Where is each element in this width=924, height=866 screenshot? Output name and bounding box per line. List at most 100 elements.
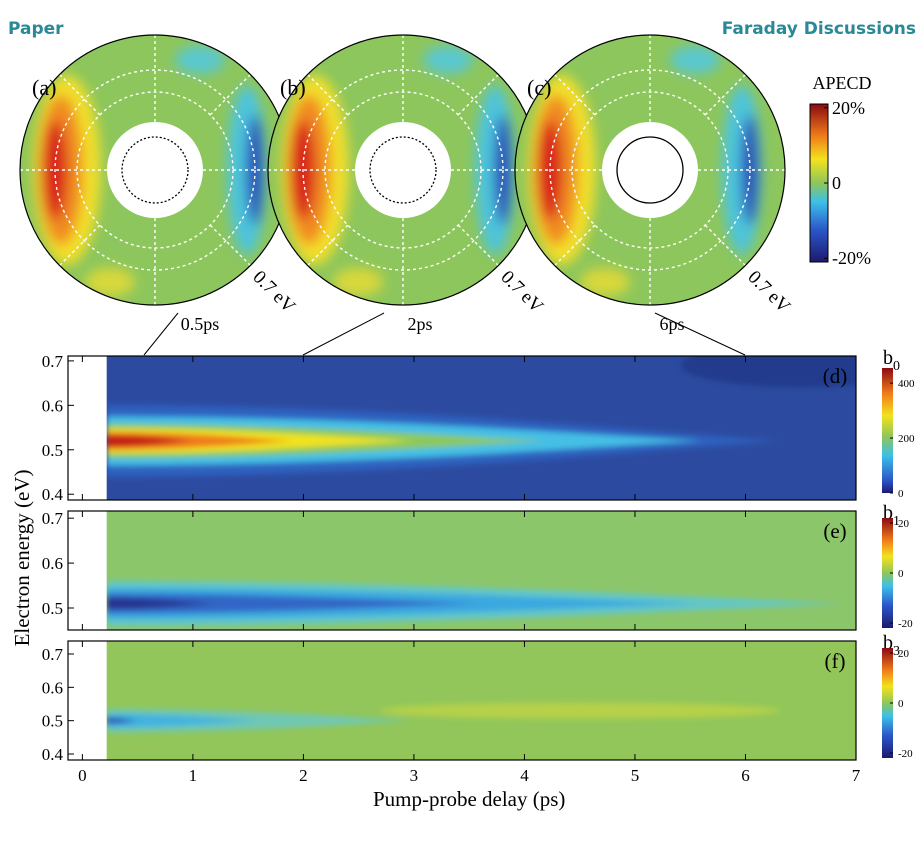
map-features xyxy=(106,702,780,733)
map-band xyxy=(106,432,293,450)
y-tick-label: 0.4 xyxy=(42,485,64,504)
map-band xyxy=(106,598,215,609)
map-features xyxy=(106,581,845,626)
map-features xyxy=(106,356,856,477)
map-frame xyxy=(67,510,857,631)
map-band xyxy=(106,709,414,733)
energy-label: 0.7 eV xyxy=(248,267,299,318)
colorbar-tick-label: 0 xyxy=(832,173,841,193)
x-tick-label: 3 xyxy=(410,766,419,785)
map-image xyxy=(68,641,856,760)
colorbar-title: APECD xyxy=(812,73,871,93)
no-data-region xyxy=(68,511,107,630)
apecd-weak xyxy=(580,268,630,296)
map-region xyxy=(680,356,856,388)
panel-label: (f) xyxy=(825,649,846,673)
polar-features xyxy=(528,46,762,296)
map-image xyxy=(68,511,856,630)
colorbar-tick-label: 0 xyxy=(898,568,904,580)
colorbar-tick-label: 20 xyxy=(898,518,910,530)
subscript: 1 xyxy=(893,514,900,529)
x-tick-label: 1 xyxy=(189,766,198,785)
colorbar-tick-label: -20 xyxy=(898,618,913,630)
apecd-weak xyxy=(175,46,225,74)
colorbar xyxy=(882,518,893,628)
subscript: 0 xyxy=(893,359,900,374)
polar-image xyxy=(515,35,785,305)
energy-label: 0.7 eV xyxy=(743,267,794,318)
map-band xyxy=(106,435,193,447)
apecd-weak xyxy=(333,268,383,296)
apecd-weak xyxy=(85,268,135,296)
polar-image xyxy=(20,35,290,305)
header-right: Faraday Discussions xyxy=(722,19,916,39)
header-left: Paper xyxy=(8,19,64,39)
panel-label: (a) xyxy=(32,75,56,100)
polar-hole xyxy=(355,122,451,218)
map-band xyxy=(106,714,260,728)
polar-features xyxy=(281,46,515,296)
polar-grid-circle xyxy=(54,69,256,271)
y-tick-label: 0.7 xyxy=(42,645,64,664)
x-tick-label: 5 xyxy=(631,766,640,785)
quantity: b xyxy=(883,347,893,369)
colorbar xyxy=(882,648,893,758)
x-axis-label: Pump-probe delay (ps) xyxy=(373,787,565,811)
x-tick-label: 4 xyxy=(520,766,529,785)
colorbar-tick-label: 20 xyxy=(898,648,910,660)
quantity: b xyxy=(883,632,893,654)
polar-plot: (b) 0.7 eV xyxy=(267,34,547,318)
colorbar-title: b3 xyxy=(883,632,900,659)
connector xyxy=(654,312,746,356)
polar-hole xyxy=(107,122,203,218)
map-background xyxy=(68,641,856,760)
polar-grid-circle xyxy=(302,69,504,271)
polar-reference-circle xyxy=(369,136,437,204)
colorbar-title: b0 xyxy=(883,347,900,374)
map-panel: 0.5 0.6 0.7 (e) b1 -20 0 20 xyxy=(42,502,913,631)
y-tick-label: 0.6 xyxy=(42,678,63,697)
colorbar-tick-label: 200 xyxy=(898,433,915,445)
no-data-region xyxy=(68,641,107,760)
colorbar-title: b1 xyxy=(883,502,900,529)
y-tick-label: 0.6 xyxy=(42,396,63,415)
connector xyxy=(302,312,385,356)
polar-image xyxy=(268,35,538,305)
map-region xyxy=(379,702,780,719)
connector xyxy=(143,312,179,356)
polar-hole xyxy=(602,122,698,218)
apecd-weak xyxy=(423,46,473,74)
polar-plot: (c) 0.7 eV xyxy=(514,34,794,318)
x-tick-label: 0 xyxy=(78,766,87,785)
subscript: 3 xyxy=(893,644,900,659)
delay-label: 2ps xyxy=(407,314,432,334)
polar-reference-circle xyxy=(121,136,189,204)
energy-label: 0.7 eV xyxy=(496,267,547,318)
panel-label: (c) xyxy=(527,75,551,100)
y-tick-label: 0.5 xyxy=(42,441,63,460)
delay-label: 0.5ps xyxy=(181,314,220,334)
y-axis-label: Electron energy (eV) xyxy=(10,470,34,647)
map-panel: 0.4 0.5 0.6 0.7 (f) b3 -20 0 20 xyxy=(42,632,913,764)
panel-label: (d) xyxy=(823,364,848,388)
y-tick-label: 0.7 xyxy=(42,509,64,528)
apecd-weak xyxy=(670,46,720,74)
colorbar-tick-label: 0 xyxy=(898,698,904,710)
no-data-region xyxy=(68,356,107,500)
y-tick-label: 0.5 xyxy=(42,712,63,731)
colorbar-tick-label: 400 xyxy=(898,378,915,390)
map-band xyxy=(106,717,138,724)
polar-grid-circle xyxy=(549,69,751,271)
x-tick-label: 7 xyxy=(852,766,861,785)
x-tick-label: 2 xyxy=(299,766,308,785)
map-frame xyxy=(67,640,857,761)
colorbar-tick-label: 0 xyxy=(898,488,904,500)
y-tick-label: 0.7 xyxy=(42,352,64,371)
panel-label: (b) xyxy=(280,75,306,100)
y-tick-label: 0.6 xyxy=(42,554,63,573)
y-tick-label: 0.4 xyxy=(42,745,64,764)
panel-label: (e) xyxy=(823,519,846,543)
